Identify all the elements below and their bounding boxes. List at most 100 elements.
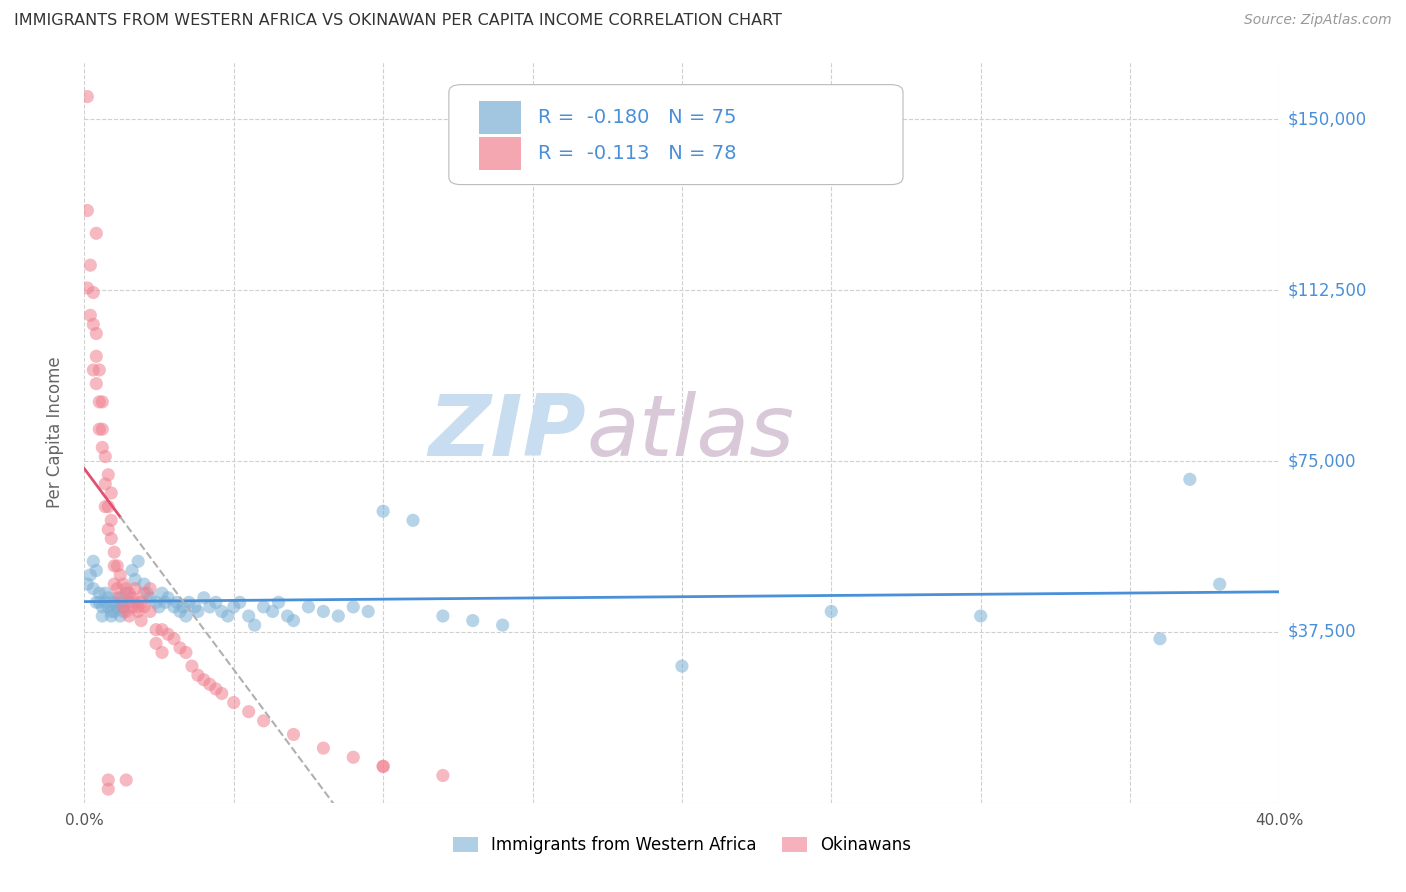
Point [76, 281, 98, 295]
Point [211, 604, 233, 618]
Point [82, 285, 104, 300]
Point [402, 513, 425, 527]
Point [97, 591, 120, 605]
Point [145, 595, 167, 609]
Text: R =  -0.113   N = 78: R = -0.113 N = 78 [538, 144, 737, 163]
Point [150, 645, 173, 659]
Point [373, 759, 395, 773]
Point [100, 532, 122, 546]
Text: $112,500: $112,500 [1288, 281, 1367, 299]
Point [277, 609, 299, 624]
Point [89, 395, 111, 409]
Point [118, 595, 141, 609]
Point [253, 714, 276, 728]
Point [461, 614, 484, 628]
Point [129, 614, 152, 628]
Point [86, 349, 108, 363]
Point [132, 577, 156, 591]
Point [297, 599, 319, 614]
Point [217, 609, 239, 624]
Text: Source: ZipAtlas.com: Source: ZipAtlas.com [1244, 13, 1392, 28]
Point [187, 668, 209, 682]
Point [312, 741, 335, 756]
Point [97, 772, 120, 787]
Point [127, 554, 149, 568]
Point [253, 599, 276, 614]
Point [150, 586, 173, 600]
Point [187, 604, 209, 618]
Point [110, 609, 132, 624]
Point [94, 500, 117, 514]
Point [115, 586, 138, 600]
Point [103, 604, 125, 618]
Point [262, 604, 284, 618]
Point [205, 595, 228, 609]
Point [132, 599, 156, 614]
Point [121, 591, 143, 605]
Point [124, 595, 146, 609]
Point [82, 554, 104, 568]
Point [76, 89, 98, 103]
Point [145, 636, 167, 650]
Point [166, 595, 188, 609]
Point [132, 586, 156, 600]
Point [103, 595, 125, 609]
Text: $37,500: $37,500 [1288, 623, 1357, 641]
Point [76, 577, 98, 591]
Point [97, 467, 120, 482]
Point [103, 545, 125, 559]
Point [115, 582, 138, 596]
Point [121, 599, 143, 614]
Point [110, 591, 132, 605]
Point [238, 609, 260, 624]
Point [177, 595, 200, 609]
Point [139, 591, 162, 605]
Point [342, 599, 364, 614]
Point [148, 599, 170, 614]
Point [492, 618, 515, 632]
Text: $75,000: $75,000 [1288, 452, 1357, 470]
Point [115, 604, 138, 618]
Text: IMMIGRANTS FROM WESTERN AFRICA VS OKINAWAN PER CAPITA INCOME CORRELATION CHART: IMMIGRANTS FROM WESTERN AFRICA VS OKINAW… [14, 13, 782, 29]
Text: atlas: atlas [586, 391, 794, 475]
Point [181, 659, 204, 673]
Point [112, 577, 135, 591]
Point [97, 599, 120, 614]
Point [127, 604, 149, 618]
Point [94, 595, 117, 609]
Point [432, 609, 454, 624]
Point [76, 203, 98, 218]
Point [820, 604, 842, 618]
Point [110, 568, 132, 582]
Point [105, 582, 128, 596]
Point [970, 609, 993, 624]
Point [97, 500, 120, 514]
Point [198, 677, 221, 691]
Point [79, 258, 101, 272]
Point [110, 595, 132, 609]
Point [100, 513, 122, 527]
Point [328, 609, 350, 624]
Point [1178, 472, 1201, 486]
Point [373, 504, 395, 518]
Point [228, 595, 252, 609]
Point [157, 591, 180, 605]
Point [150, 623, 173, 637]
Point [198, 599, 221, 614]
Point [163, 599, 186, 614]
Point [94, 476, 117, 491]
Point [172, 599, 194, 614]
Point [267, 595, 290, 609]
Point [373, 759, 395, 773]
Point [86, 564, 108, 578]
Point [153, 595, 176, 609]
Point [91, 609, 114, 624]
Point [91, 422, 114, 436]
Point [222, 696, 245, 710]
Point [100, 609, 122, 624]
Point [112, 604, 135, 618]
Point [169, 604, 191, 618]
Point [127, 599, 149, 614]
Point [103, 558, 125, 573]
Point [432, 768, 454, 782]
